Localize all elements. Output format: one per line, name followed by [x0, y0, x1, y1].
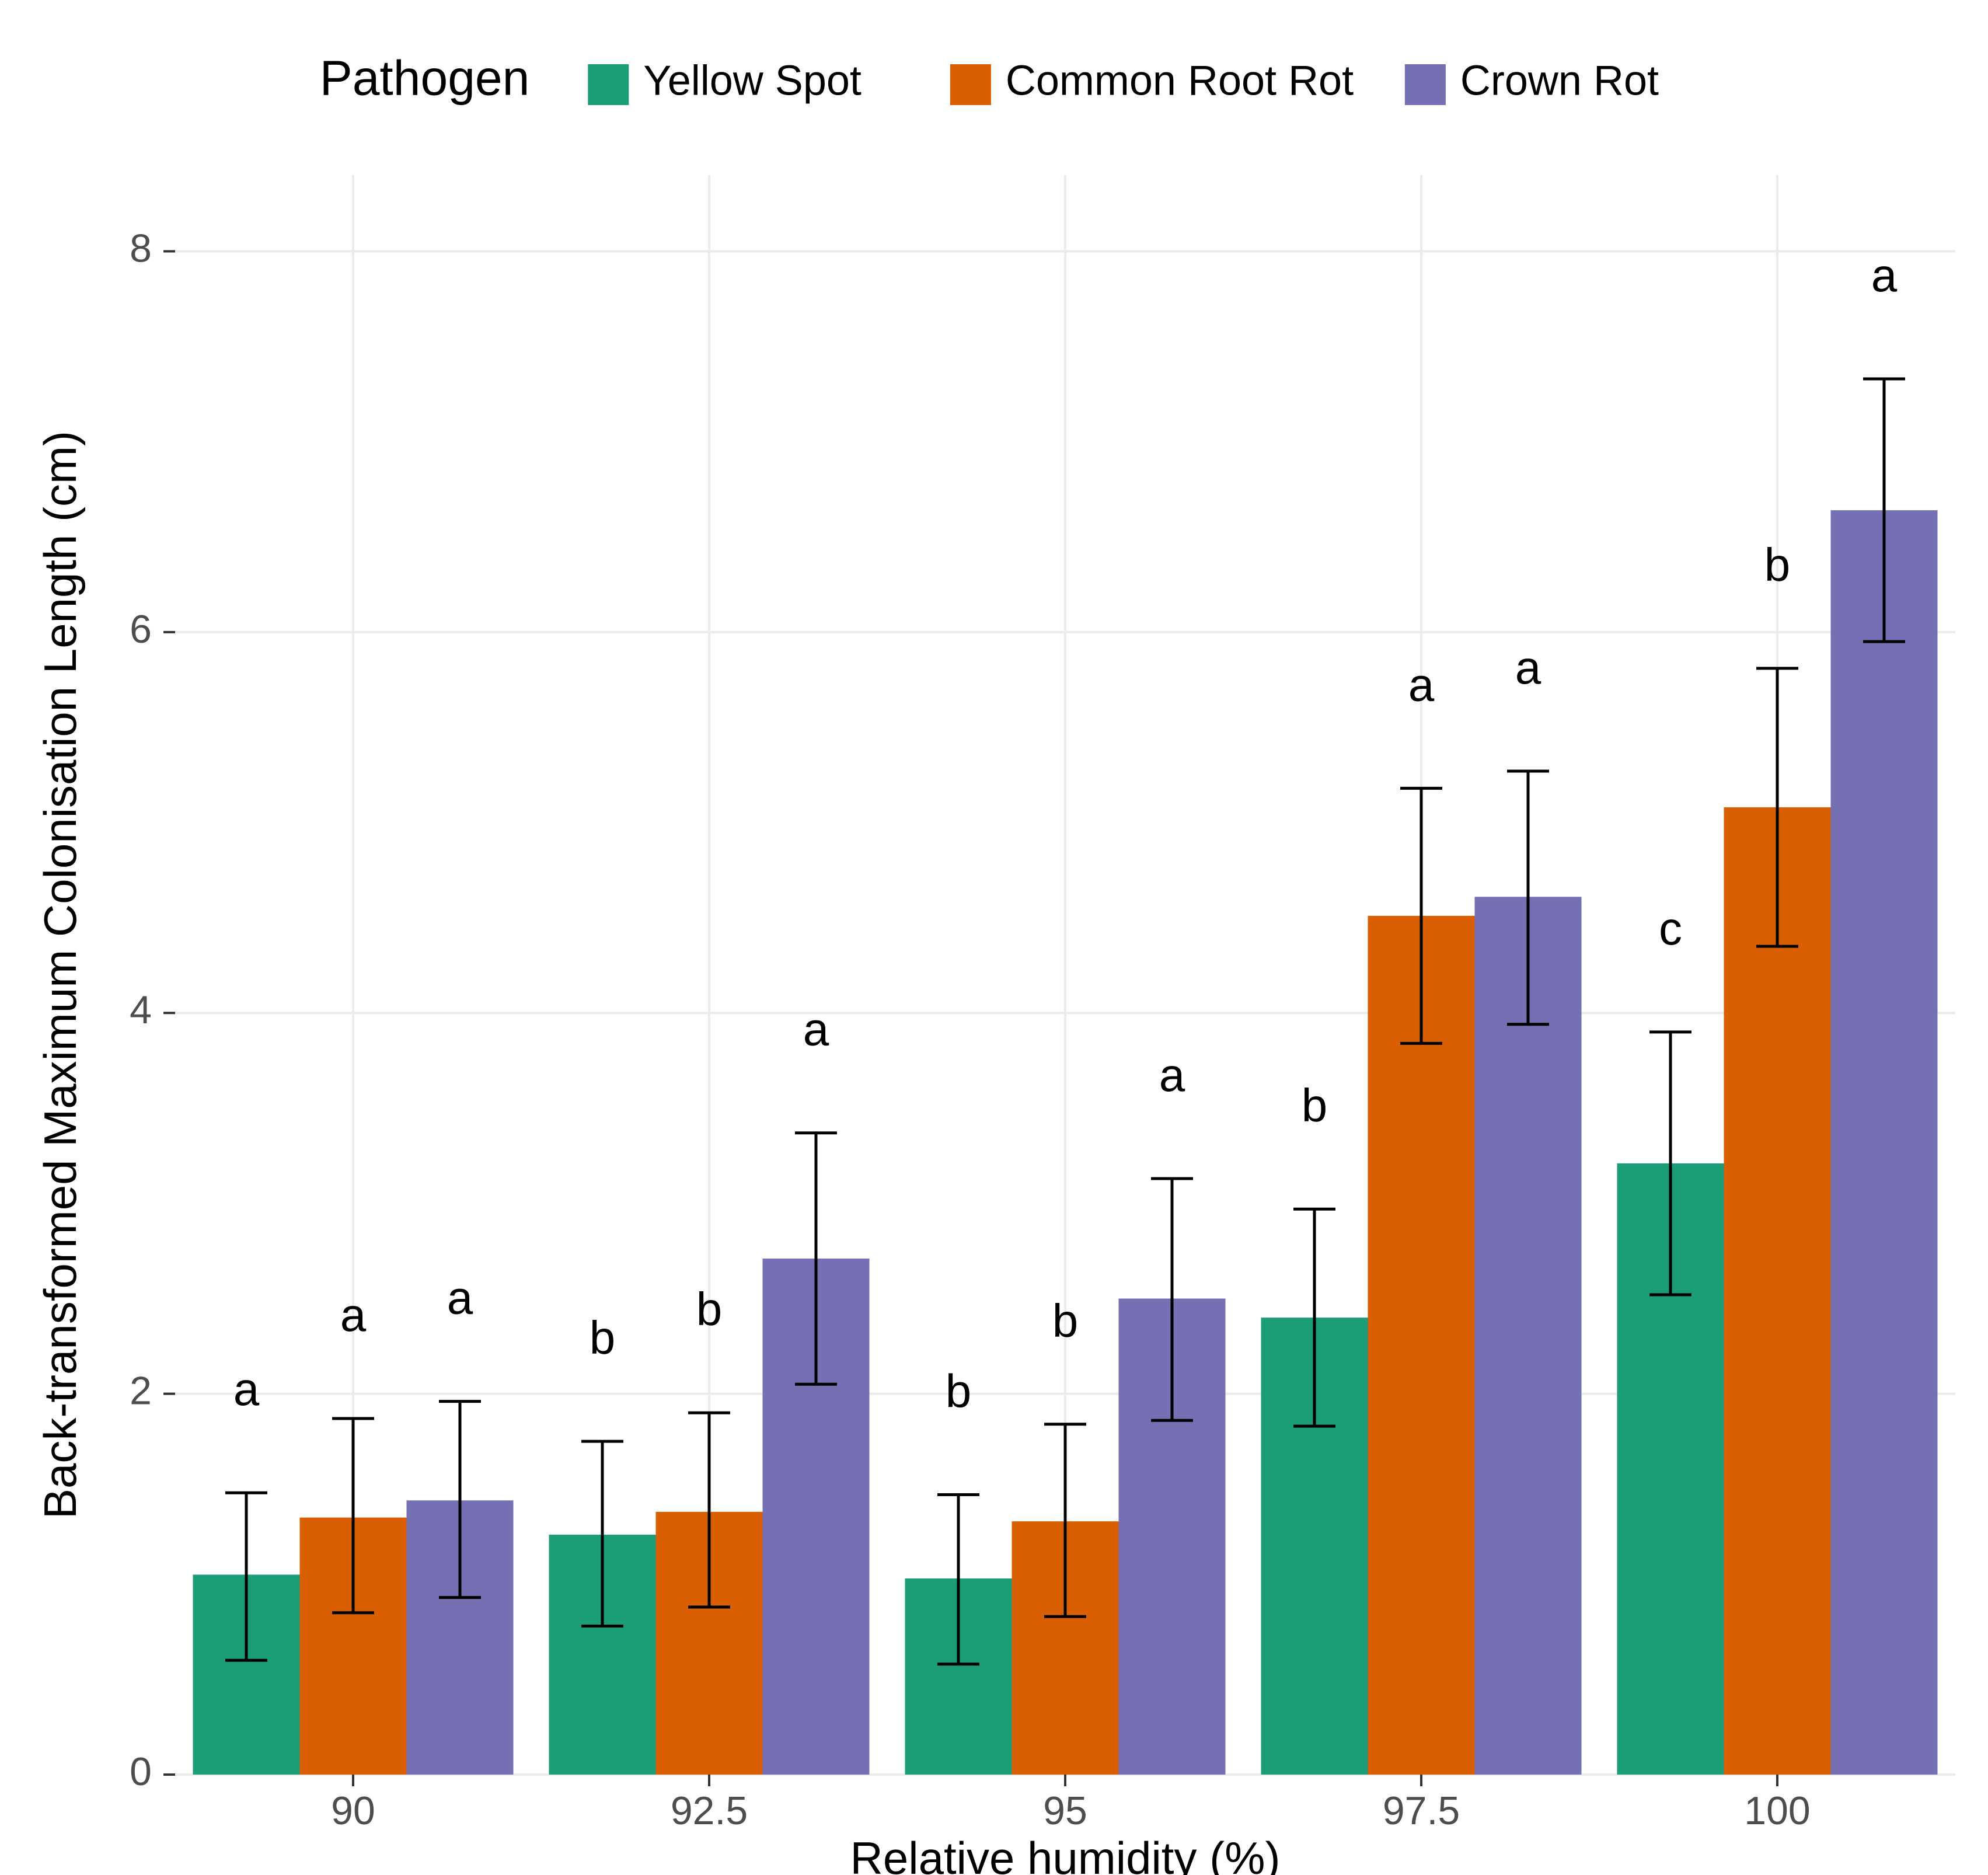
- y-tick-label: 2: [130, 1369, 152, 1413]
- bar: [1831, 510, 1938, 1775]
- bar-letter: a: [1515, 642, 1541, 693]
- x-tick-label: 100: [1744, 1789, 1810, 1833]
- y-tick-label: 6: [130, 607, 152, 651]
- y-axis-title: Back-transformed Maximum Colonisation Le…: [34, 431, 86, 1519]
- bar-letter: c: [1659, 902, 1682, 954]
- bar-letter: a: [233, 1363, 260, 1415]
- legend-label: Crown Rot: [1460, 58, 1659, 104]
- y-tick-label: 4: [130, 988, 152, 1032]
- legend-key: [1405, 64, 1446, 105]
- bar-letter: a: [803, 1003, 829, 1055]
- legend-label: Common Root Rot: [1006, 58, 1354, 104]
- bar-letter: b: [946, 1365, 972, 1417]
- bar-letter: a: [1408, 658, 1435, 710]
- bar-letter: b: [1764, 539, 1791, 591]
- bar: [1724, 807, 1831, 1775]
- bar-letter: a: [447, 1272, 473, 1324]
- bar-letter: b: [1302, 1079, 1328, 1131]
- x-tick-label: 95: [1043, 1789, 1087, 1833]
- y-tick-label: 8: [130, 226, 152, 270]
- legend-label: Yellow Spot: [643, 58, 862, 104]
- bar-letter: b: [590, 1312, 616, 1364]
- legend-key: [950, 64, 991, 105]
- bar-letter: a: [1159, 1049, 1185, 1101]
- chart-svg: 0 2 4 6 8 a a a b b a b b a b a a c b a 90 92.5 95 97.5 100 Relat…: [0, 0, 1988, 1875]
- bar-letter: a: [340, 1289, 367, 1341]
- chart-container: 0 2 4 6 8 a a a b b a b b a b a a c b a 90 92.5 95 97.5 100 Relat…: [0, 0, 1988, 1875]
- y-tick-label: 0: [130, 1749, 152, 1794]
- x-tick-label: 90: [331, 1789, 375, 1833]
- legend-title: Pathogen: [320, 51, 530, 106]
- bar-letter: b: [1052, 1295, 1079, 1347]
- x-axis-title: Relative humidity (%): [850, 1832, 1281, 1875]
- legend: Pathogen Yellow Spot Common Root Rot Crown …: [320, 51, 1659, 106]
- bar-letter: b: [696, 1283, 723, 1335]
- legend-key: [588, 64, 629, 105]
- bar-letter: a: [1871, 249, 1898, 301]
- x-tick-label: 92.5: [671, 1789, 748, 1833]
- x-tick-label: 97.5: [1383, 1789, 1460, 1833]
- bar: [1475, 897, 1582, 1775]
